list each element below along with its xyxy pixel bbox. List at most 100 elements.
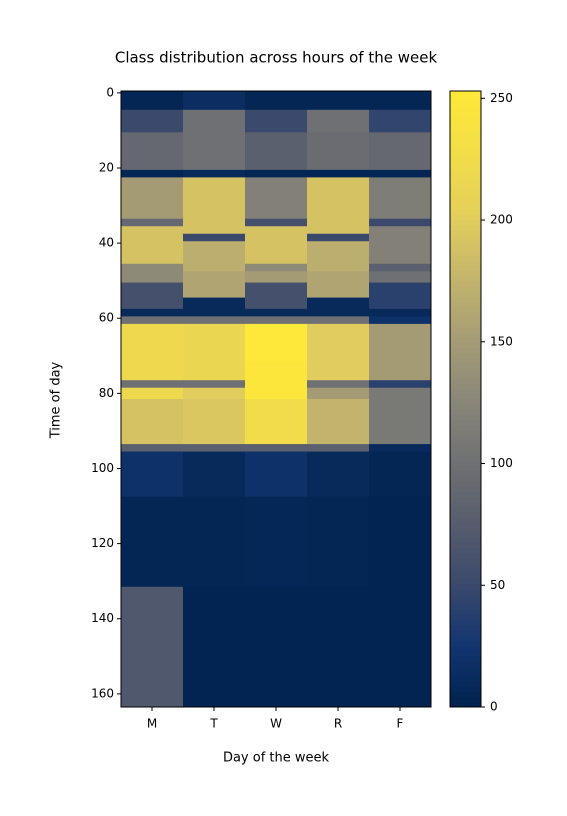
y-tick-label: 60 (99, 311, 114, 325)
heat-cell (369, 91, 432, 111)
colorbar-segment (450, 522, 481, 528)
heat-cell (183, 451, 246, 498)
colorbar-segment (450, 306, 481, 313)
colorbar-segment (450, 111, 481, 118)
heat-cell (121, 451, 184, 498)
heat-cell (245, 218, 308, 227)
heat-cell (245, 109, 308, 133)
colorbar-segment (450, 429, 481, 436)
heat-cell (369, 282, 432, 299)
chart-title: Class distribution across hours of the w… (115, 49, 438, 67)
colorbar-segment (450, 357, 481, 364)
y-tick-label: 40 (99, 236, 114, 250)
colorbar-segment (450, 332, 481, 338)
x-tick-label: W (270, 717, 282, 731)
colorbar-segment (450, 101, 481, 107)
colorbar-tick-label: 200 (490, 213, 513, 227)
heat-cell (307, 233, 370, 242)
heat-cell (245, 444, 308, 453)
heat-cell (245, 263, 308, 272)
x-tick-label: T (209, 717, 218, 731)
heat-cell (183, 169, 246, 178)
colorbar-segment (450, 517, 481, 523)
heat-cell (307, 316, 370, 325)
colorbar-segment (450, 260, 481, 267)
heat-cell (121, 169, 184, 178)
colorbar-segment (450, 265, 481, 272)
heat-cell (307, 361, 370, 381)
heat-cell (245, 399, 308, 445)
colorbar-segment (450, 137, 481, 143)
heat-cell (369, 387, 432, 400)
colorbar-segment (450, 676, 481, 682)
y-tick-label: 0 (106, 85, 114, 99)
heat-cell (183, 282, 246, 299)
colorbar-segment (450, 578, 481, 585)
heat-cell (307, 169, 370, 178)
colorbar-segment (450, 640, 481, 646)
heat-cell (245, 308, 308, 317)
heat-cell (121, 361, 184, 381)
heat-cell (307, 444, 370, 453)
colorbar-segment (450, 352, 481, 359)
colorbar-segment (450, 209, 481, 215)
heat-cell (369, 177, 432, 220)
colorbar-segment (450, 553, 481, 559)
heat-cell (307, 109, 370, 133)
y-tick-label: 140 (91, 611, 114, 625)
colorbar-segment (450, 250, 481, 256)
colorbar-segment (450, 660, 481, 667)
colorbar-segment (450, 157, 481, 164)
colorbar-segment (450, 460, 481, 467)
y-tick-label: 20 (99, 161, 114, 175)
x-tick-label: F (397, 717, 404, 731)
colorbar-tick-label: 50 (490, 578, 505, 592)
colorbar-segment (450, 619, 481, 626)
heat-cell (307, 218, 370, 227)
colorbar-segment (450, 609, 481, 616)
colorbar-segment (450, 486, 481, 492)
colorbar-segment (450, 691, 481, 698)
heat-cell (369, 308, 432, 317)
colorbar-segment (450, 476, 481, 482)
colorbar-segment (450, 686, 481, 693)
colorbar-segment (450, 162, 481, 169)
colorbar-segment (450, 481, 481, 487)
heat-cell (369, 361, 432, 381)
colorbar-segment (450, 245, 481, 251)
colorbar-segment (450, 424, 481, 431)
colorbar-segment (450, 280, 481, 287)
colorbar-segment (450, 496, 481, 503)
heat-cell (121, 297, 184, 310)
y-tick-label: 160 (91, 686, 114, 700)
colorbar-segment (450, 614, 481, 621)
colorbar-segment (450, 419, 481, 426)
colorbar-segment (450, 383, 481, 390)
colorbar-segment (450, 635, 481, 641)
colorbar-segment (450, 527, 481, 533)
heat-cell (245, 132, 308, 171)
colorbar-frame (449, 90, 482, 708)
heat-cell (369, 132, 432, 171)
heat-cell (183, 233, 246, 242)
heat-cell (121, 177, 184, 220)
colorbar-segment (450, 491, 481, 498)
colorbar-tick-label: 0 (490, 700, 498, 714)
heat-cell (183, 380, 246, 389)
colorbar-segment (450, 624, 481, 631)
x-tick-label: M (147, 717, 157, 731)
colorbar-segment (450, 296, 481, 302)
heat-cell (307, 271, 370, 284)
heat-cell (183, 316, 246, 325)
heat-cell (121, 387, 184, 400)
heat-cell (369, 451, 432, 498)
heat-cell (307, 226, 370, 235)
colorbar-segment (450, 511, 481, 518)
heat-cell (121, 316, 184, 325)
colorbar-segment (450, 455, 481, 462)
colorbar-segment (450, 393, 481, 400)
colorbar-segment (450, 178, 481, 184)
heat-cell (245, 241, 308, 265)
colorbar-segment (450, 311, 481, 318)
y-tick-label: 80 (99, 386, 114, 400)
